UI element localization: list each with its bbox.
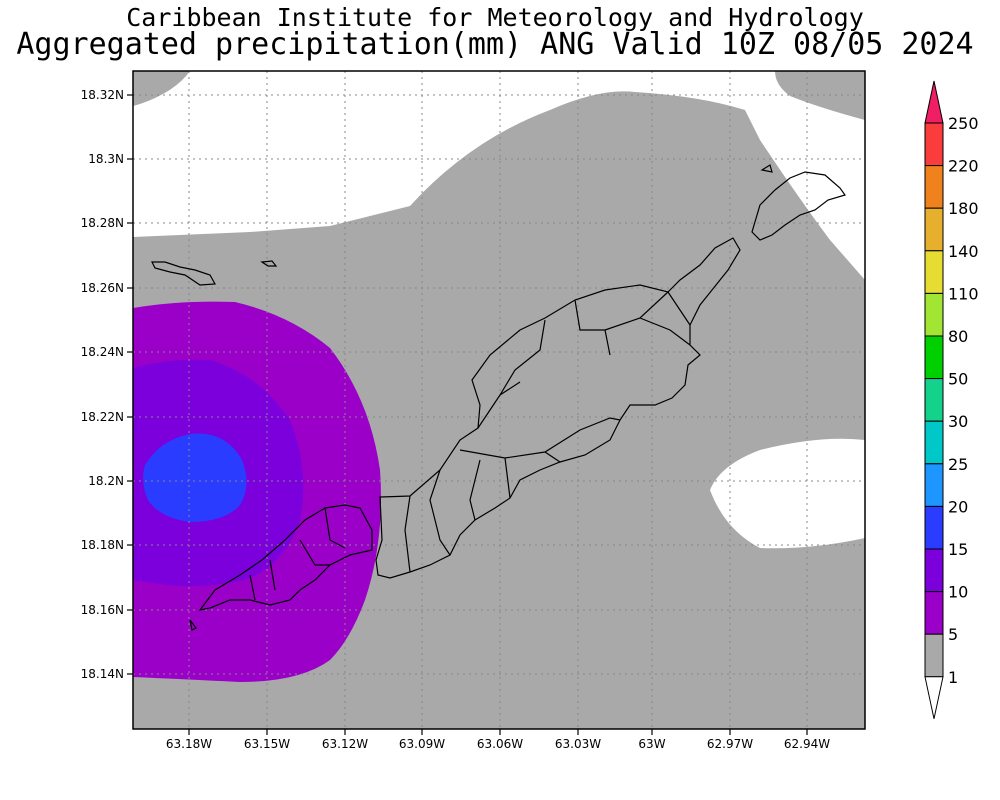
lat-tick-label: 18.24N xyxy=(81,345,124,359)
precip-band-1-5mm-nw xyxy=(133,71,190,106)
lat-tick-label: 18.22N xyxy=(81,410,124,424)
colorbar-segment xyxy=(924,633,944,678)
colorbar-segment xyxy=(924,420,944,465)
anguilla-interior-lines xyxy=(404,291,691,573)
colorbar-segment xyxy=(924,505,944,550)
plot-frame xyxy=(132,70,866,730)
colorbar-label: 20 xyxy=(948,497,968,516)
colorbar-label: 50 xyxy=(948,370,968,389)
colorbar-segment xyxy=(924,335,944,380)
colorbar-label: 110 xyxy=(948,284,979,303)
lon-tick-label: 63W xyxy=(638,737,665,751)
title-line-1: Caribbean Institute for Meteorology and … xyxy=(126,3,864,32)
colorbar-segment xyxy=(924,548,944,593)
colorbar-bottom-arrow xyxy=(924,676,944,719)
colorbar-segment xyxy=(924,463,944,507)
colorbar-segment xyxy=(924,378,944,422)
colorbar-label: 10 xyxy=(948,583,968,602)
lat-tick-label: 18.14N xyxy=(81,667,124,681)
colorbar-label: 15 xyxy=(948,540,968,559)
title-line-2: Aggregated precipitation(mm) ANG Valid 1… xyxy=(16,27,974,62)
dog-island-outline xyxy=(151,261,216,286)
colorbar-top-arrow xyxy=(924,80,944,124)
lat-tick-label: 18.26N xyxy=(81,281,124,295)
colorbar-label: 25 xyxy=(948,455,968,474)
colorbar-segment xyxy=(924,591,944,635)
anguilla-outline xyxy=(375,237,741,579)
lon-tick-label: 62.97W xyxy=(707,737,753,751)
lat-tick-label: 18.28N xyxy=(81,216,124,230)
lon-tick-label: 63.15W xyxy=(244,737,290,751)
colorbar-label: 140 xyxy=(948,242,979,261)
latitude-axis: 18.32N 18.3N 18.28N 18.26N 18.24N 18.22N 18.2N… xyxy=(81,88,133,681)
lat-tick-label: 18.3N xyxy=(88,152,124,166)
lon-tick-label: 63.09W xyxy=(399,737,445,751)
west-end-outline xyxy=(189,504,373,631)
colorbar-segment xyxy=(924,165,944,209)
scrub-island-outline xyxy=(751,164,846,241)
colorbar-segment xyxy=(924,122,944,167)
colorbar-label: 220 xyxy=(948,157,979,176)
precip-band-15-20mm xyxy=(143,433,247,522)
colorbar-segment xyxy=(924,250,944,294)
colorbar-label: 5 xyxy=(948,625,958,644)
lat-tick-label: 18.32N xyxy=(81,88,124,102)
colorbar-label: 180 xyxy=(948,199,979,218)
lat-tick-label: 18.2N xyxy=(88,474,124,488)
grid-lines xyxy=(133,71,865,729)
precip-band-1-5mm-ne xyxy=(775,71,865,120)
colorbar-segment xyxy=(924,207,944,252)
colorbar-label: 80 xyxy=(948,327,968,346)
colorbar-label: 30 xyxy=(948,412,968,431)
colorbar-legend: 250 220 180 140 110 80 50 30 25 20 15 10 5 1 xyxy=(924,80,979,719)
colorbar-segment xyxy=(924,292,944,337)
lat-tick-label: 18.18N xyxy=(81,538,124,552)
lon-tick-label: 63.18W xyxy=(166,737,212,751)
lon-tick-label: 62.94W xyxy=(784,737,830,751)
lon-tick-label: 63.06W xyxy=(477,737,523,751)
longitude-axis: 63.18W 63.15W 63.12W 63.09W 63.06W 63.03W 63W 6… xyxy=(166,729,830,751)
colorbar-label: 250 xyxy=(948,114,979,133)
colorbar-label: 1 xyxy=(948,668,958,687)
prickly-pear-outline xyxy=(260,260,278,267)
lat-tick-label: 18.16N xyxy=(81,603,124,617)
west-end-interior xyxy=(249,507,346,601)
island-outlines xyxy=(151,164,846,631)
lon-tick-label: 63.03W xyxy=(555,737,601,751)
lon-tick-label: 63.12W xyxy=(322,737,368,751)
